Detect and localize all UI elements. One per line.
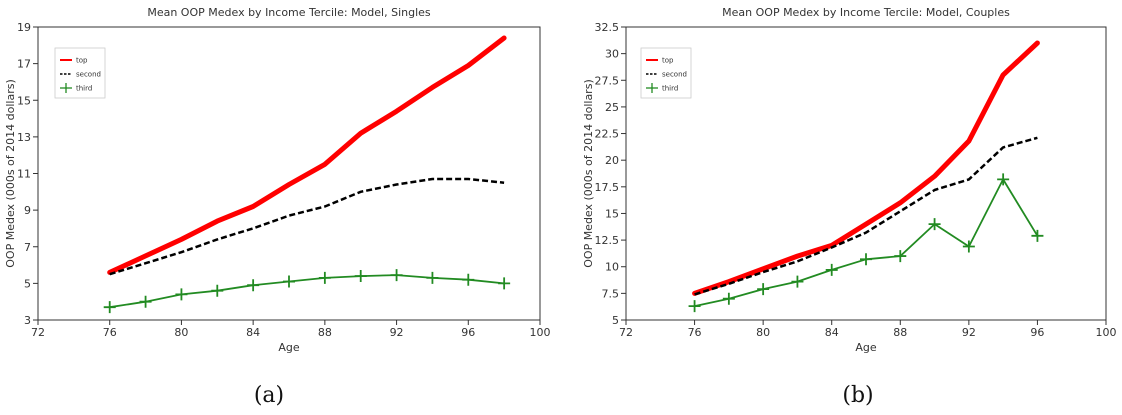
y-tick-label: 15 — [17, 94, 31, 107]
data-point-third — [247, 279, 260, 292]
legend-label-third: third — [662, 85, 678, 93]
plot-frame — [625, 26, 1107, 321]
y-tick-label: 5 — [24, 277, 31, 290]
x-axis-label: Age — [278, 341, 300, 354]
data-point-third — [283, 275, 295, 288]
panel-caption: (b) — [842, 383, 873, 408]
legend-label-top: top — [76, 57, 88, 65]
series-line-second — [109, 177, 505, 276]
y-tick-label: 32.5 — [595, 21, 620, 34]
y-tick-label: 22.5 — [595, 128, 620, 141]
y-tick-label: 17 — [17, 58, 31, 71]
data-point-third — [722, 292, 735, 305]
data-point-third — [103, 301, 116, 314]
data-point-third — [390, 269, 403, 282]
y-tick-label: 20 — [605, 154, 619, 167]
x-tick-label: 80 — [756, 326, 770, 339]
x-tick-label: 92 — [390, 326, 404, 339]
data-point-third — [997, 173, 1010, 186]
legend-label-second: second — [662, 71, 687, 79]
y-axis-label: OOP Medex (000s of 2014 dollars) — [582, 79, 595, 267]
panel-caption: (a) — [254, 383, 284, 408]
data-point-third — [791, 275, 804, 288]
data-point-third — [894, 250, 907, 263]
legend-label-top: top — [662, 57, 674, 65]
x-tick-label: 88 — [318, 326, 332, 339]
legend-label-third: third — [76, 85, 92, 93]
x-tick-label: 96 — [461, 326, 475, 339]
y-tick-label: 7.5 — [602, 287, 620, 300]
data-point-third — [175, 288, 188, 301]
data-point-third — [354, 270, 367, 283]
y-tick-label: 12.5 — [595, 234, 620, 247]
y-tick-label: 25 — [605, 101, 619, 114]
y-tick-label: 11 — [17, 168, 31, 181]
x-tick-label: 84 — [825, 326, 839, 339]
x-tick-label: 84 — [246, 326, 260, 339]
data-point-third — [928, 218, 941, 231]
x-tick-label: 76 — [103, 326, 117, 339]
chart-panel-2: Mean OOP Medex by Income Tercile: Model,… — [582, 6, 1117, 408]
y-tick-label: 15 — [605, 207, 619, 220]
y-tick-label: 17.5 — [595, 181, 620, 194]
data-point-third — [139, 295, 152, 308]
data-point-third — [757, 283, 770, 296]
legend-box — [54, 47, 106, 99]
series-line-top — [692, 40, 1040, 296]
x-tick-label: 72 — [31, 326, 45, 339]
data-point-third — [498, 277, 511, 290]
chart-title: Mean OOP Medex by Income Tercile: Model,… — [147, 6, 431, 19]
y-tick-label: 5 — [612, 314, 619, 327]
data-point-third — [1031, 229, 1044, 242]
y-tick-label: 10 — [605, 261, 619, 274]
y-tick-label: 13 — [17, 131, 31, 144]
chart-panel-1: Mean OOP Medex by Income Tercile: Model,… — [4, 6, 551, 408]
x-tick-label: 72 — [619, 326, 633, 339]
legend-label-second: second — [76, 71, 101, 79]
data-point-third — [962, 240, 975, 253]
y-tick-label: 19 — [17, 21, 31, 34]
legend-box — [640, 47, 692, 99]
data-point-third — [426, 271, 439, 284]
series-line-second — [694, 136, 1038, 296]
legend: top second third — [54, 47, 106, 99]
x-tick-label: 100 — [1096, 326, 1117, 339]
y-tick-label: 9 — [24, 204, 31, 217]
legend: top second third — [640, 47, 692, 99]
x-tick-label: 88 — [893, 326, 907, 339]
data-point-third — [688, 300, 701, 313]
x-axis-label: Age — [855, 341, 877, 354]
y-tick-label: 27.5 — [595, 74, 620, 87]
y-tick-label: 3 — [24, 314, 31, 327]
series-line-third — [108, 274, 505, 309]
data-point-third — [860, 253, 872, 266]
y-tick-label: 30 — [605, 48, 619, 61]
x-tick-label: 92 — [962, 326, 976, 339]
y-axis-label: OOP Medex (000s of 2014 dollars) — [4, 79, 17, 267]
data-point-third — [825, 263, 838, 276]
chart-title: Mean OOP Medex by Income Tercile: Model,… — [722, 6, 1010, 19]
x-tick-label: 100 — [530, 326, 551, 339]
data-point-third — [211, 284, 224, 297]
data-point-third — [462, 273, 475, 286]
x-tick-label: 96 — [1030, 326, 1044, 339]
x-tick-label: 76 — [688, 326, 702, 339]
y-tick-label: 7 — [24, 241, 31, 254]
x-tick-label: 80 — [174, 326, 188, 339]
series-line-top — [107, 35, 507, 275]
series-line-third — [693, 178, 1039, 307]
data-point-third — [318, 271, 331, 284]
